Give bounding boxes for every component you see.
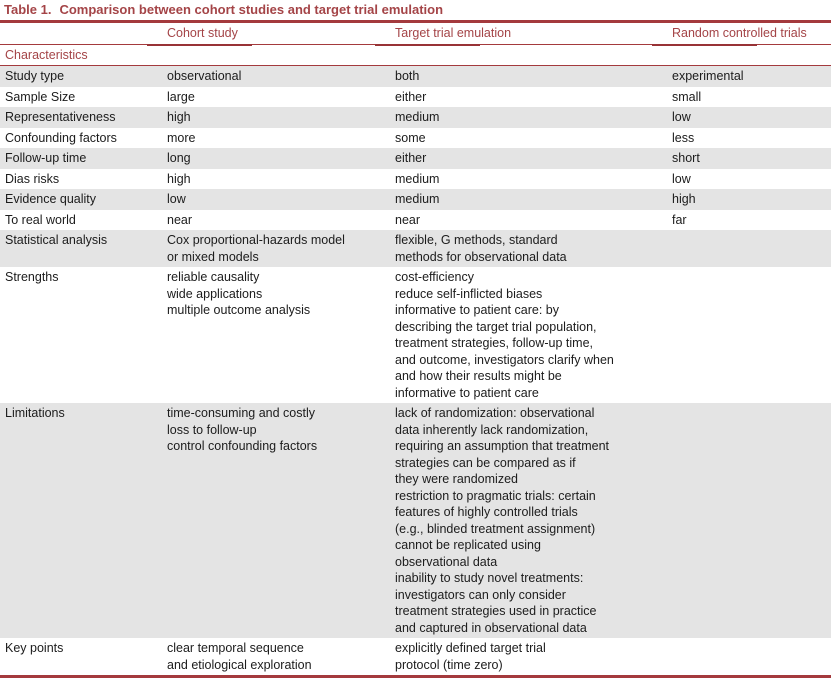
cell-tte: both (395, 69, 420, 83)
cell-rct (667, 638, 831, 675)
row-label: Statistical analysis (5, 233, 108, 247)
table-row: Limitations time-consuming and costly lo… (0, 403, 831, 638)
cell-rct (667, 403, 831, 638)
cell-cohort: observational (167, 69, 242, 83)
table-row: Study type observational both experiment… (0, 65, 831, 87)
table-row: Key points clear temporal sequence and e… (0, 638, 831, 675)
table-row: To real world near near far (0, 210, 831, 231)
row-label: Study type (5, 69, 65, 83)
row-label: Confounding factors (5, 130, 117, 145)
column-header-cohort-study: Cohort study (147, 23, 390, 46)
table-row: Statistical analysis Cox proportional-ha… (0, 230, 831, 267)
cell-cohort: clear temporal sequence and etiological … (167, 641, 312, 672)
cell-cohort: reliable causality wide applications mul… (167, 270, 311, 317)
cell-tte: medium (395, 171, 440, 186)
row-label: Limitations (5, 406, 65, 420)
cell-rct: low (672, 110, 691, 124)
table-row: Dias risks high medium low (0, 169, 831, 190)
cell-rct: less (672, 130, 695, 145)
cell-tte: medium (395, 192, 440, 206)
cell-cohort: low (167, 192, 186, 206)
cell-tte: either (395, 151, 427, 165)
cell-tte: lack of randomization: observational dat… (395, 406, 610, 635)
section-header: Characteristics (0, 44, 831, 66)
table-title: Table 1. Comparison between cohort studie… (0, 2, 831, 20)
row-label: Evidence quality (5, 192, 97, 206)
cell-cohort: high (167, 171, 191, 186)
table-row: Representativeness high medium low (0, 107, 831, 128)
cell-rct: small (672, 89, 702, 104)
row-label: Representativeness (5, 110, 116, 124)
row-label: Follow-up time (5, 151, 87, 165)
row-label: Sample Size (5, 89, 76, 104)
comparison-table: Cohort study Target trial emulation Rand… (0, 23, 831, 675)
row-label: Dias risks (5, 171, 60, 186)
cell-tte: near (395, 212, 421, 227)
cell-cohort: long (167, 151, 191, 165)
table-number: Table 1. (4, 2, 52, 17)
row-label: To real world (5, 212, 76, 227)
table-row: Follow-up time long either short (0, 148, 831, 169)
column-header-target-trial-emulation: Target trial emulation (375, 23, 667, 46)
table-row: Strengths reliable causality wide applic… (0, 267, 831, 403)
cell-tte: either (395, 89, 427, 104)
cell-cohort: more (167, 130, 196, 145)
column-header-blank (0, 23, 162, 45)
row-label: Key points (5, 641, 64, 655)
cell-cohort: large (167, 89, 195, 104)
table-bottom-rule (0, 675, 831, 678)
cell-rct (667, 230, 831, 267)
cell-rct (667, 267, 831, 403)
title-rule (0, 20, 831, 23)
table-row: Confounding factors more some less (0, 128, 831, 149)
table-row: Evidence quality low medium high (0, 189, 831, 210)
cell-tte: some (395, 130, 426, 145)
table-row: Sample Size large either small (0, 87, 831, 108)
cell-tte: cost-efficiency reduce self-inflicted bi… (395, 270, 614, 400)
cell-cohort: near (167, 212, 193, 227)
cell-cohort: Cox proportional-hazards model or mixed … (167, 233, 345, 264)
cell-rct: far (672, 212, 687, 227)
section-row-characteristics: Characteristics (0, 44, 831, 66)
cell-rct: short (672, 151, 700, 165)
cell-cohort: high (167, 110, 191, 124)
column-header-random-controlled-trials: Random controlled trials (652, 23, 831, 46)
cell-rct: high (672, 192, 696, 206)
table-caption: Comparison between cohort studies and ta… (59, 2, 444, 17)
header-row: Cohort study Target trial emulation Rand… (0, 23, 831, 46)
cell-cohort: time-consuming and costly loss to follow… (167, 406, 318, 453)
cell-tte: medium (395, 110, 440, 124)
row-label: Strengths (5, 270, 59, 284)
cell-tte: flexible, G methods, standard methods fo… (395, 233, 567, 264)
cell-tte: explicitly defined target trial protocol… (395, 641, 546, 672)
cell-rct: low (672, 171, 691, 186)
cell-rct: experimental (672, 69, 744, 83)
